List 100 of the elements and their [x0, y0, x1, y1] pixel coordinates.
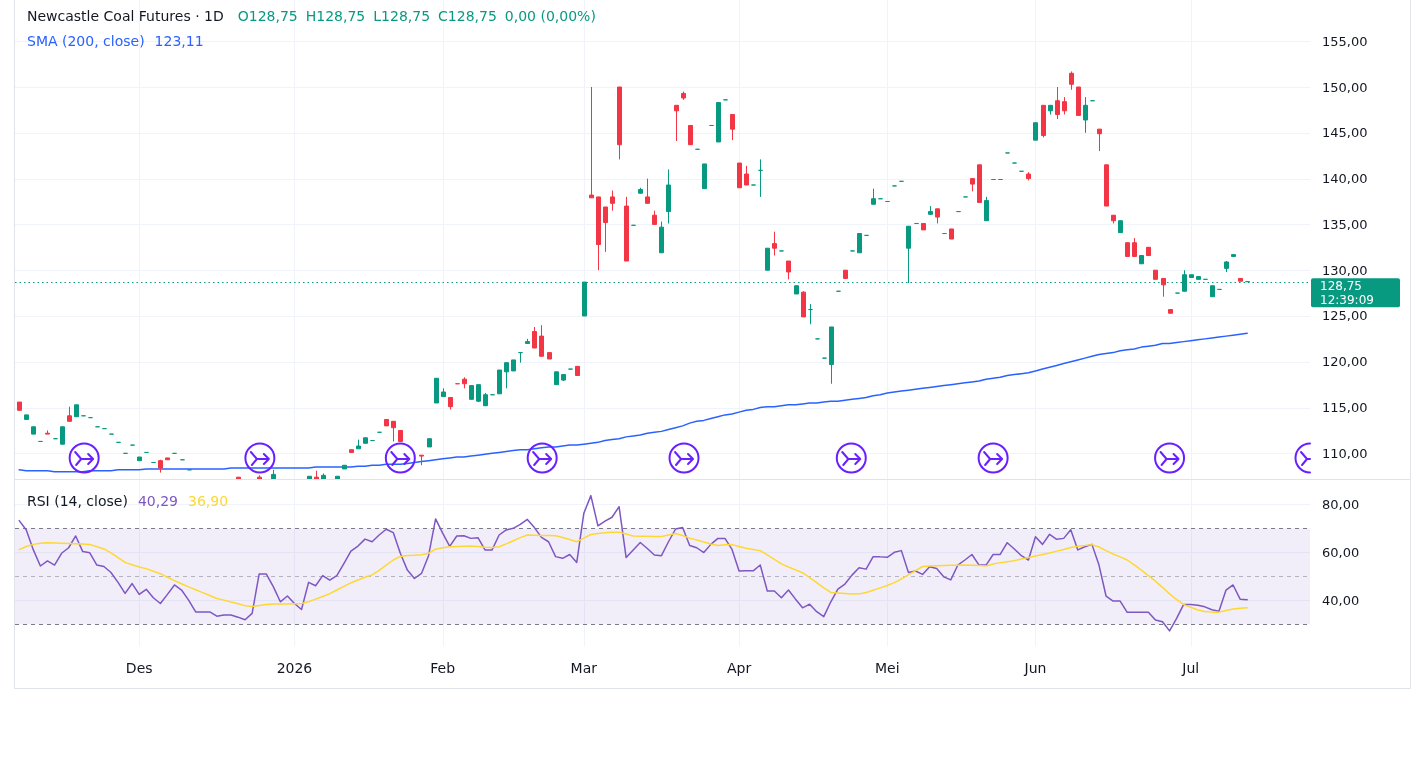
- candlestick: [1055, 86, 1060, 120]
- candlestick: [462, 376, 467, 389]
- y-tick-label: 120,00: [1322, 354, 1368, 370]
- candlestick: [596, 196, 601, 271]
- y-tick-label: 130,00: [1322, 262, 1368, 278]
- candlestick: [158, 459, 163, 474]
- candlestick: [666, 168, 671, 224]
- candlestick: [24, 414, 29, 420]
- candlestick: [448, 396, 453, 410]
- candlestick: [137, 456, 142, 462]
- candlestick: [1139, 255, 1144, 265]
- candlestick: [74, 404, 79, 418]
- candlestick: [1048, 104, 1053, 115]
- candlestick: [688, 124, 693, 146]
- candlestick: [1161, 277, 1166, 298]
- x-tick-label: Apr: [726, 660, 752, 676]
- candlestick: [384, 418, 389, 427]
- annotation: 0,00 (0,00%): [504, 7, 596, 25]
- candlestick: [165, 457, 170, 461]
- candlestick: [1153, 269, 1158, 280]
- candlestick: [1083, 96, 1088, 134]
- candlestick: [624, 196, 629, 262]
- candlestick: [1132, 237, 1137, 257]
- candlestick: [702, 163, 707, 190]
- candlestick: [1041, 104, 1046, 138]
- y-tick-label: 40,00: [1322, 592, 1360, 608]
- ref-line-label: 128,75: [1320, 279, 1362, 294]
- y-tick-label: 150,00: [1322, 79, 1368, 95]
- candlestick: [1069, 70, 1074, 91]
- candlestick: [970, 178, 975, 192]
- candlestick: [1210, 285, 1215, 298]
- annotation: 40,29: [137, 492, 178, 510]
- candlestick: [659, 221, 664, 254]
- candlestick: [808, 303, 813, 325]
- x-tick-label: 2026: [276, 660, 313, 676]
- candlestick: [342, 464, 347, 470]
- candlestick: [1196, 276, 1201, 280]
- candlestick: [1026, 171, 1031, 181]
- candlestick: [17, 401, 22, 411]
- x-tick-label: Jun: [1023, 660, 1047, 676]
- candlestick: [532, 326, 537, 349]
- candlestick: [476, 384, 481, 403]
- candlestick: [1168, 309, 1173, 314]
- candlestick: [321, 473, 326, 479]
- annotation: 36,90: [188, 492, 229, 510]
- candlestick: [1224, 260, 1229, 273]
- candlestick: [1097, 128, 1102, 152]
- candlestick: [434, 377, 439, 404]
- candlestick: [525, 338, 530, 344]
- candlestick: [561, 374, 566, 382]
- annotation: C128,75: [438, 7, 497, 25]
- candlestick: [1146, 246, 1151, 257]
- candlestick: [547, 352, 552, 360]
- candlestick: [271, 469, 276, 479]
- y-tick-label: 125,00: [1322, 308, 1368, 324]
- candlestick: [575, 365, 580, 377]
- candlestick: [977, 164, 982, 203]
- candlestick: [539, 324, 544, 357]
- x-tick-label: Des: [125, 660, 153, 676]
- text: SMA (200, close): [27, 32, 145, 50]
- y-tick-label: 110,00: [1322, 445, 1368, 461]
- candlestick: [1189, 274, 1194, 279]
- candlestick: [603, 206, 608, 253]
- candlestick: [497, 369, 502, 395]
- x-tick-label: Feb: [430, 660, 456, 676]
- y-tick-label: 80,00: [1322, 496, 1360, 512]
- candlestick: [419, 454, 424, 466]
- candlestick: [829, 326, 834, 385]
- candlestick: [674, 104, 679, 142]
- candlestick: [554, 371, 559, 386]
- candlestick: [1125, 242, 1130, 257]
- y-tick-label: 155,00: [1322, 33, 1368, 49]
- y-tick-label: 140,00: [1322, 171, 1368, 187]
- text: Newcastle Coal Futures · 1D: [27, 7, 224, 25]
- candlestick: [949, 228, 954, 240]
- candlestick: [356, 439, 361, 450]
- candlestick: [31, 426, 36, 435]
- candlestick: [801, 290, 806, 318]
- candlestick: [921, 222, 926, 231]
- candlestick: [469, 385, 474, 400]
- line-series: [18, 332, 1248, 473]
- x-tick-label: Mei: [874, 660, 900, 676]
- candlestick: [857, 233, 862, 254]
- candlestick: [363, 437, 368, 444]
- candlestick: [744, 165, 749, 186]
- candlestick: [441, 387, 446, 398]
- series-label: RSI (14, close): [27, 492, 128, 510]
- candlestick: [427, 438, 432, 448]
- candlestick: [45, 429, 50, 435]
- candlestick: [645, 178, 650, 204]
- candlestick: [871, 188, 876, 205]
- line-series: [18, 494, 1248, 632]
- candlestick: [765, 247, 770, 271]
- candlestick: [67, 406, 72, 422]
- y-tick-label: 145,00: [1322, 125, 1368, 141]
- candlestick: [617, 86, 622, 160]
- candlestick: [772, 231, 777, 257]
- candlestick: [349, 449, 354, 453]
- text: 12:39:09: [1320, 293, 1374, 308]
- candlestick: [1062, 96, 1067, 115]
